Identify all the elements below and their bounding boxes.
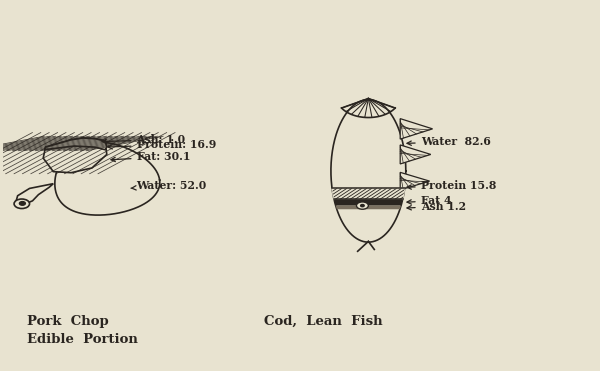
Polygon shape <box>400 145 431 164</box>
Polygon shape <box>334 199 403 206</box>
Circle shape <box>361 204 364 207</box>
Polygon shape <box>44 138 107 150</box>
Polygon shape <box>335 206 401 209</box>
Circle shape <box>14 199 29 209</box>
Text: Pork  Chop
Edible  Portion: Pork Chop Edible Portion <box>26 315 137 346</box>
Polygon shape <box>55 142 160 215</box>
Polygon shape <box>43 138 107 173</box>
Text: Cod,  Lean  Fish: Cod, Lean Fish <box>265 315 383 328</box>
Text: Ash 1.2: Ash 1.2 <box>407 201 466 212</box>
Polygon shape <box>331 100 406 242</box>
Text: Protein 15.8: Protein 15.8 <box>407 180 496 191</box>
Text: Ash: 1.0: Ash: 1.0 <box>102 134 185 145</box>
Text: Protein: 16.9: Protein: 16.9 <box>108 139 216 150</box>
Text: Fat: 30.1: Fat: 30.1 <box>111 151 190 162</box>
Text: Water: 52.0: Water: 52.0 <box>131 180 207 191</box>
Text: Water  82.6: Water 82.6 <box>407 136 491 147</box>
Polygon shape <box>400 119 433 139</box>
Text: Fat 4: Fat 4 <box>407 196 451 206</box>
Circle shape <box>356 202 368 209</box>
Circle shape <box>19 201 25 205</box>
Polygon shape <box>400 173 430 190</box>
Polygon shape <box>332 188 404 199</box>
Polygon shape <box>16 184 53 204</box>
